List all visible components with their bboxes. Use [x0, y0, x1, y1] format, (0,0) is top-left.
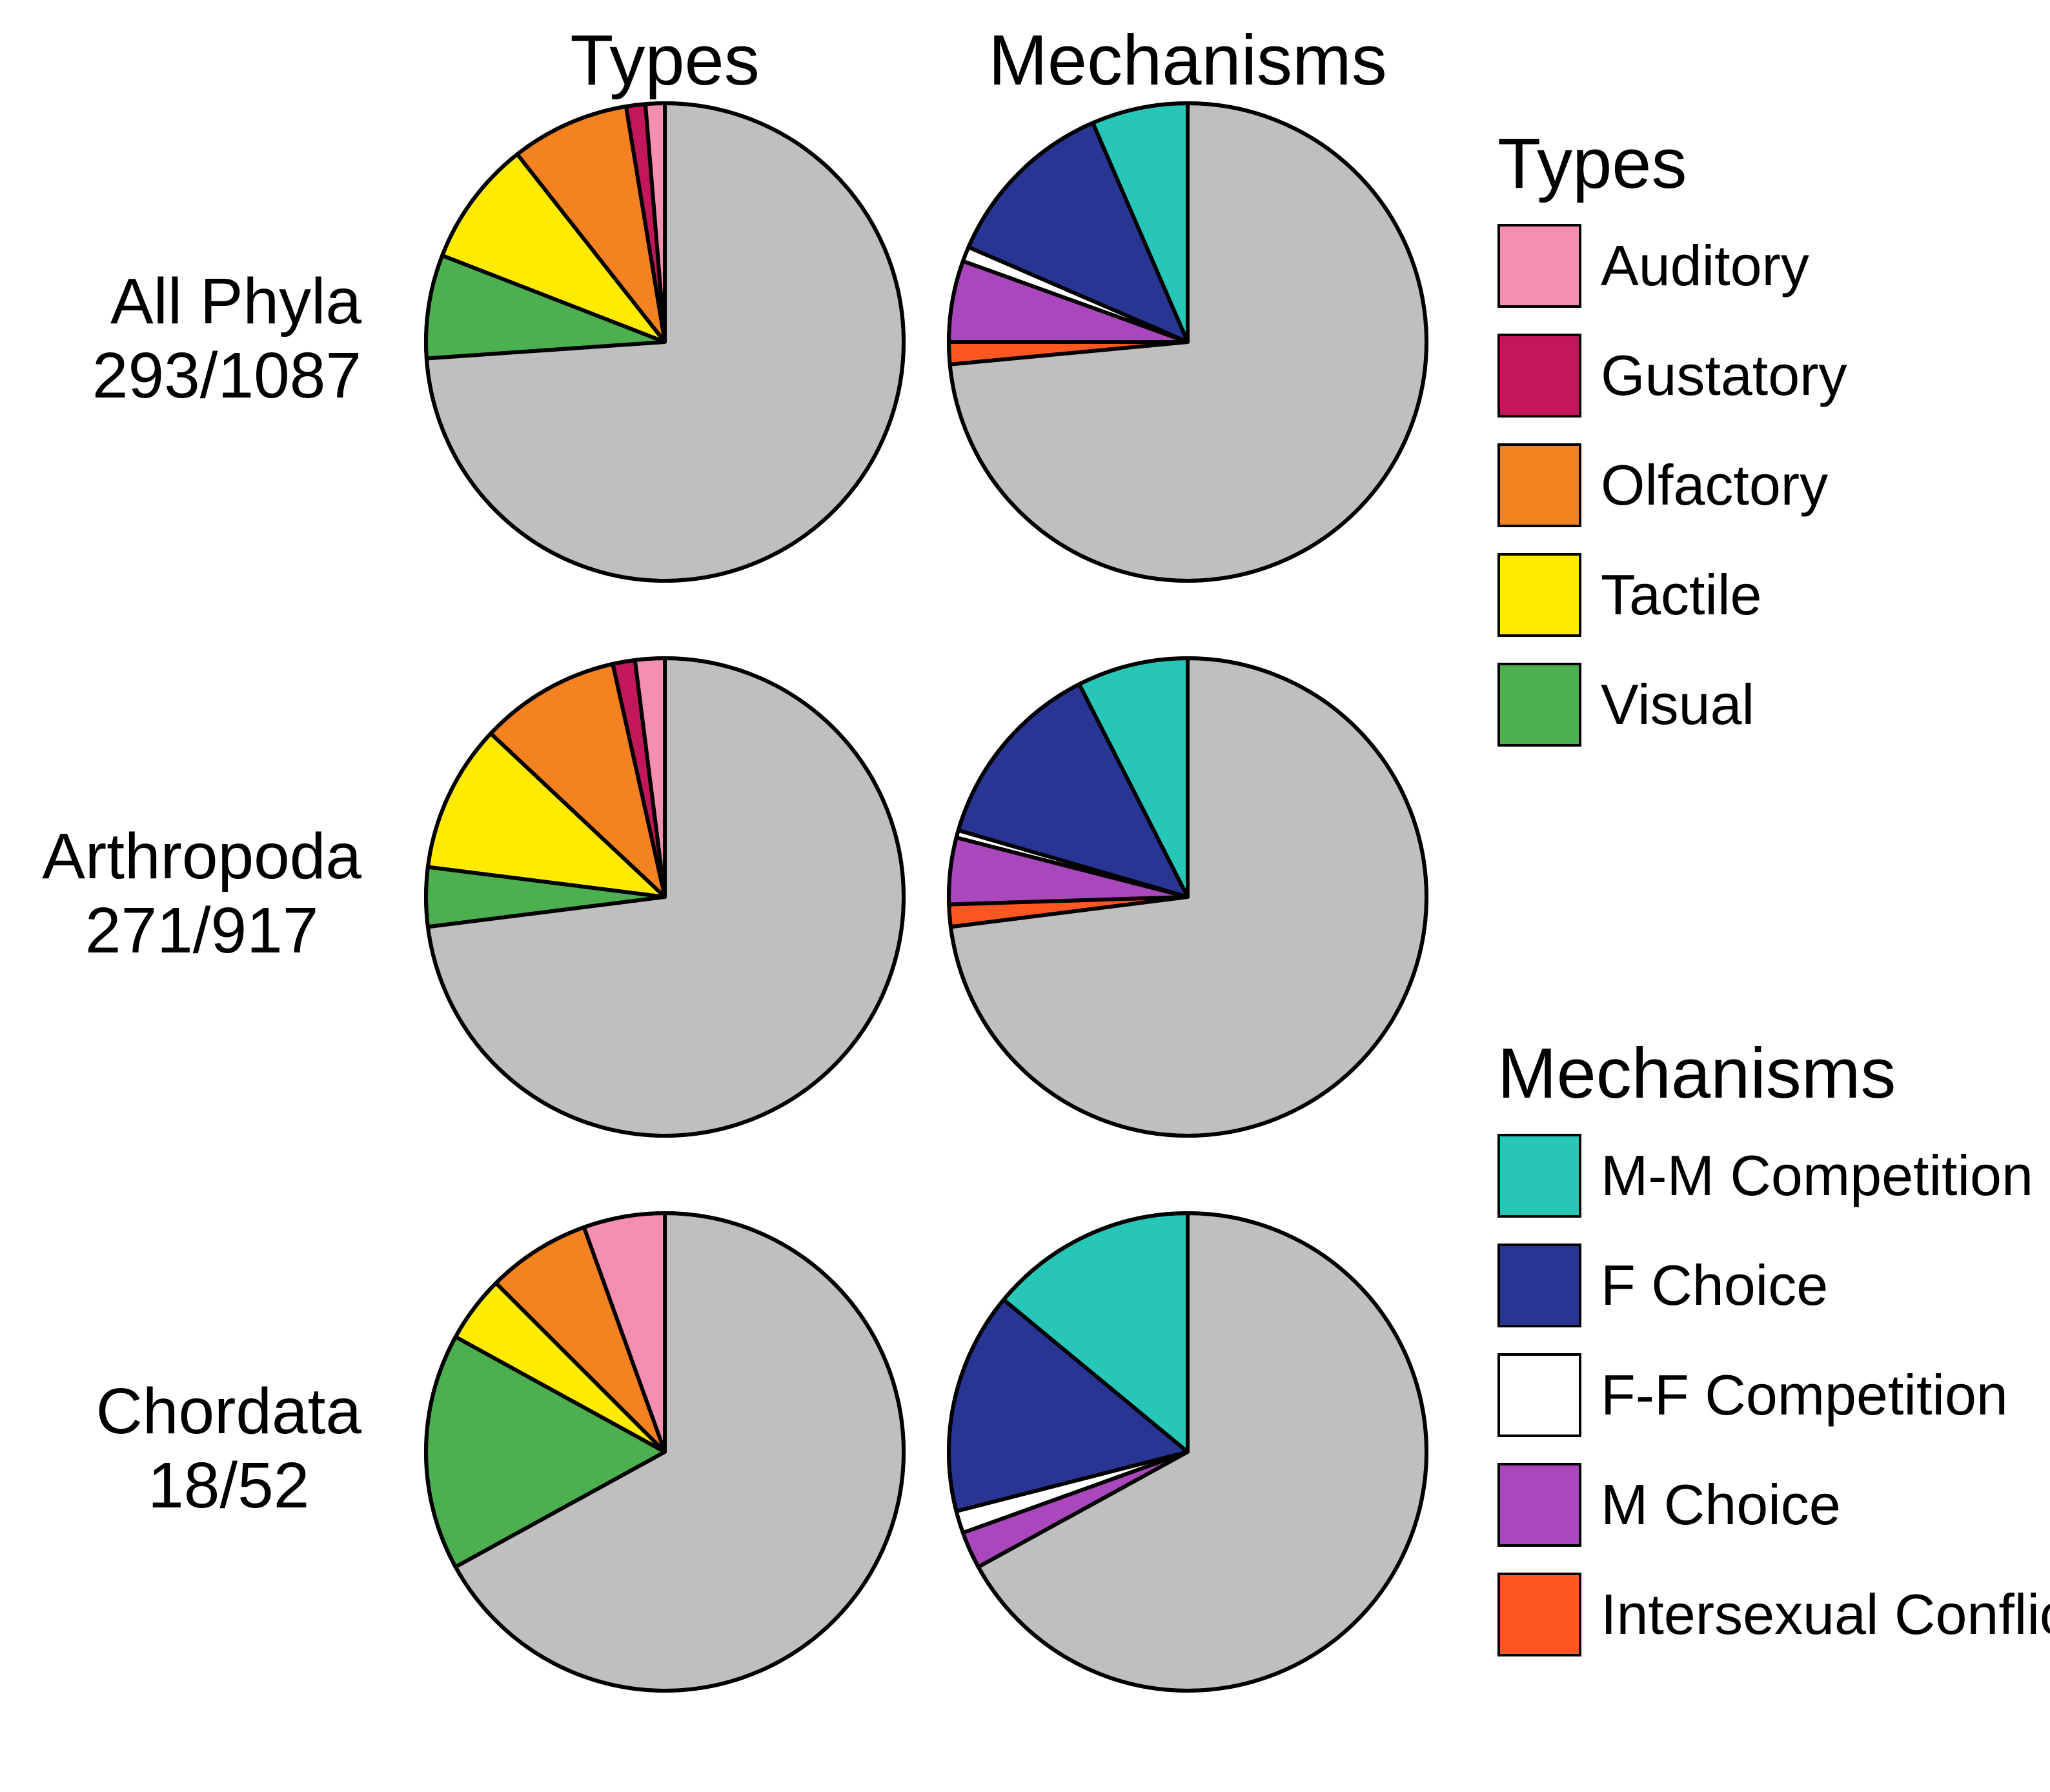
- legend-item-auditory: Auditory: [1497, 224, 1847, 308]
- pie-arth-mechanisms: [945, 654, 1430, 1140]
- legend-label-gustatory: Gustatory: [1601, 343, 1847, 408]
- legend-swatch-tactile: [1497, 553, 1581, 637]
- legend-label-m_choice: M Choice: [1601, 1472, 1841, 1538]
- legend-item-ff_comp: F-F Competition: [1497, 1353, 2050, 1437]
- legend-item-tactile: Tactile: [1497, 553, 1847, 637]
- legend-label-mm_comp: M-M Competition: [1601, 1143, 2033, 1209]
- row-label-line2: 293/1087: [92, 339, 361, 413]
- legend-item-ix_conf: Intersexual Conflict: [1497, 1573, 2050, 1656]
- row-label-chord: Chordata18/52: [96, 1374, 361, 1523]
- row-label-line1: All Phyla: [92, 265, 361, 339]
- legend-item-olfactory: Olfactory: [1497, 443, 1847, 527]
- column-header-mechanisms: Mechanisms: [929, 19, 1446, 101]
- legend-item-f_choice: F Choice: [1497, 1243, 2050, 1327]
- row-label-line1: Arthropoda: [42, 820, 361, 894]
- row-label-all: All Phyla293/1087: [92, 265, 361, 413]
- row-label-arth: Arthropoda271/917: [42, 820, 361, 968]
- pie-all-mechanisms: [945, 99, 1430, 585]
- legend-swatch-olfactory: [1497, 443, 1581, 527]
- legend-label-tactile: Tactile: [1601, 562, 1761, 628]
- legend-types: Types Auditory Gustatory Olfactory Tactile Vi…: [1497, 123, 1847, 772]
- legend-label-visual: Visual: [1601, 672, 1754, 738]
- legend-swatch-ff_comp: [1497, 1353, 1581, 1437]
- legend-swatch-gustatory: [1497, 334, 1581, 418]
- row-label-line2: 18/52: [96, 1449, 361, 1523]
- legend-swatch-auditory: [1497, 224, 1581, 308]
- legend-label-ff_comp: F-F Competition: [1601, 1362, 2008, 1428]
- pie-arth-types: [422, 654, 908, 1140]
- legend-title-mechanisms: Mechanisms: [1497, 1032, 2050, 1114]
- legend-item-gustatory: Gustatory: [1497, 334, 1847, 418]
- legend-label-olfactory: Olfactory: [1601, 452, 1828, 518]
- legend-swatch-m_choice: [1497, 1463, 1581, 1547]
- legend-swatch-ix_conf: [1497, 1573, 1581, 1656]
- legend-swatch-visual: [1497, 663, 1581, 747]
- legend-label-ix_conf: Intersexual Conflict: [1601, 1582, 2050, 1647]
- pie-chord-mechanisms: [945, 1209, 1430, 1695]
- legend-swatch-f_choice: [1497, 1243, 1581, 1327]
- legend-label-auditory: Auditory: [1601, 233, 1809, 299]
- pie-chord-types: [422, 1209, 908, 1695]
- figure-root: TypesMechanismsAll Phyla293/1087Arthropo…: [0, 0, 2050, 1792]
- legend-item-mm_comp: M-M Competition: [1497, 1134, 2050, 1218]
- pie-all-types: [422, 99, 908, 585]
- legend-swatch-mm_comp: [1497, 1134, 1581, 1218]
- row-label-line2: 271/917: [42, 894, 361, 968]
- legend-label-f_choice: F Choice: [1601, 1253, 1828, 1318]
- row-label-line1: Chordata: [96, 1374, 361, 1449]
- column-header-types: Types: [407, 19, 923, 101]
- legend-title-types: Types: [1497, 123, 1847, 205]
- legend-item-visual: Visual: [1497, 663, 1847, 747]
- legend-item-m_choice: M Choice: [1497, 1463, 2050, 1547]
- legend-mechanisms: Mechanisms M-M Competition F Choice F-F Com…: [1497, 1032, 2050, 1682]
